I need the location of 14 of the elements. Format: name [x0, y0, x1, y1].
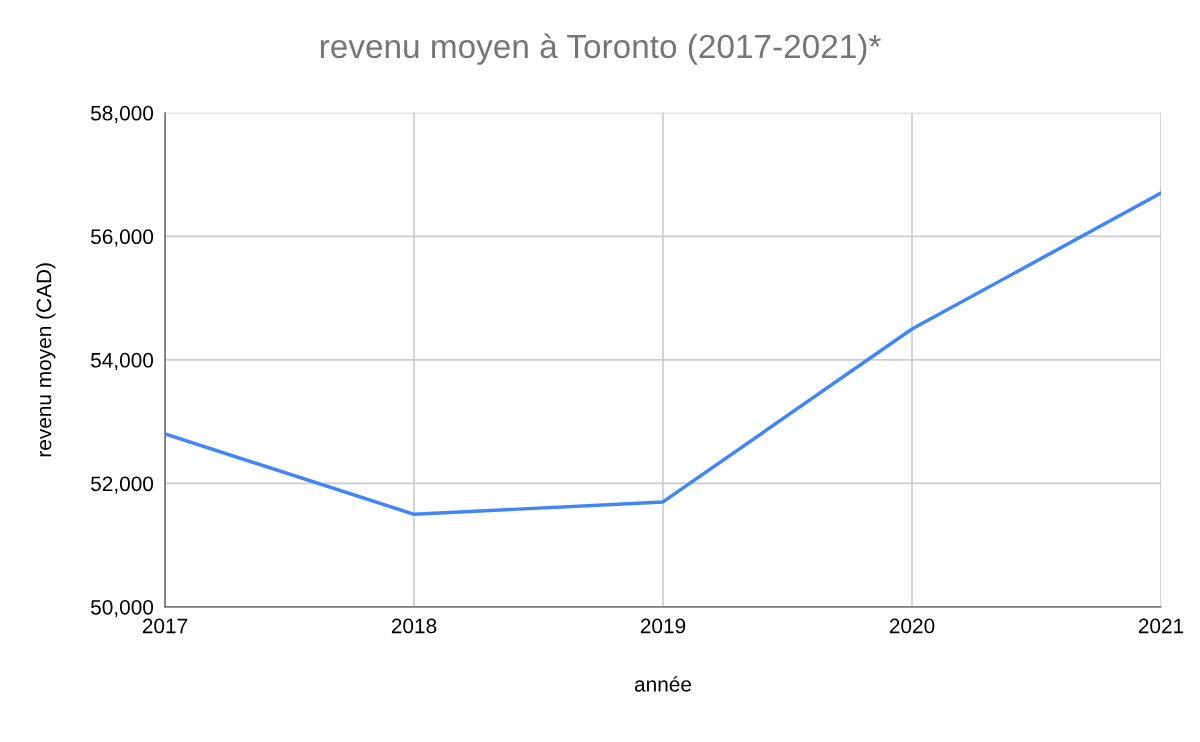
y-tick-label: 56,000: [91, 229, 154, 247]
line-series: [165, 191, 1161, 517]
y-tick-label: 52,000: [91, 476, 154, 494]
chart-title: revenu moyen à Toronto (2017-2021)*: [320, 33, 881, 65]
x-tick-label: 2021: [1138, 618, 1184, 634]
x-tick-label: 2019: [640, 618, 686, 634]
x-tick-label: 2018: [391, 618, 437, 634]
x-axis-title: année: [634, 676, 692, 692]
x-tick-label: 2017: [142, 618, 188, 634]
y-axis-title: revenu moyen (CAD): [36, 263, 56, 457]
y-tick-label: 50,000: [91, 599, 154, 618]
y-tick-label: 58,000: [91, 105, 154, 123]
x-tick-label: 2020: [889, 618, 935, 634]
y-tick-label: 54,000: [91, 352, 154, 371]
